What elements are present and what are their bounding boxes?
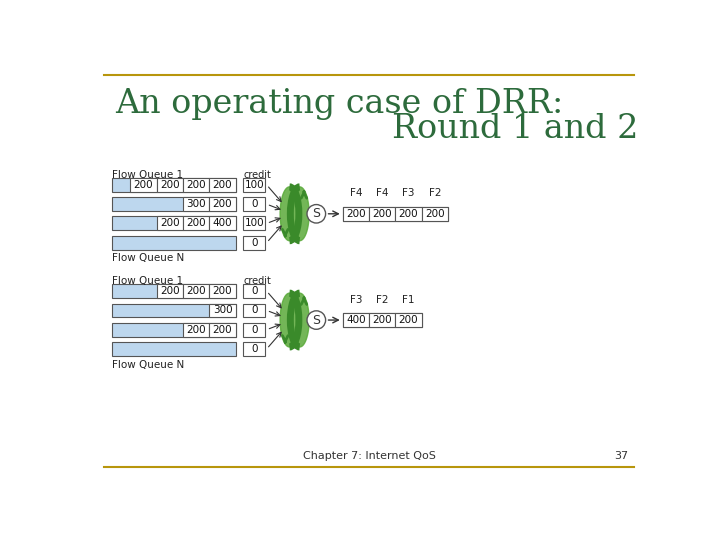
- FancyBboxPatch shape: [183, 284, 210, 298]
- Text: F4: F4: [350, 188, 362, 198]
- FancyBboxPatch shape: [112, 217, 235, 231]
- Text: 200: 200: [134, 180, 153, 190]
- FancyBboxPatch shape: [369, 313, 395, 327]
- Text: An operating case of DRR:: An operating case of DRR:: [114, 88, 563, 120]
- Text: F1: F1: [402, 295, 415, 305]
- Text: 200: 200: [212, 325, 233, 335]
- FancyBboxPatch shape: [112, 342, 235, 356]
- Text: Flow Queue 1: Flow Queue 1: [112, 170, 183, 179]
- FancyBboxPatch shape: [243, 323, 265, 336]
- Text: 400: 400: [212, 218, 233, 228]
- FancyBboxPatch shape: [395, 207, 422, 221]
- FancyBboxPatch shape: [343, 313, 422, 327]
- FancyBboxPatch shape: [112, 284, 235, 298]
- FancyBboxPatch shape: [157, 217, 183, 231]
- Text: 200: 200: [372, 209, 392, 219]
- Text: Flow Queue 1: Flow Queue 1: [112, 276, 183, 286]
- Text: S: S: [312, 207, 320, 220]
- FancyBboxPatch shape: [210, 303, 235, 318]
- Text: 200: 200: [399, 315, 418, 325]
- FancyBboxPatch shape: [112, 178, 235, 192]
- Text: 0: 0: [251, 306, 258, 315]
- FancyBboxPatch shape: [210, 197, 235, 211]
- Text: 200: 200: [160, 286, 179, 296]
- FancyBboxPatch shape: [210, 178, 235, 192]
- FancyBboxPatch shape: [243, 217, 265, 231]
- FancyBboxPatch shape: [395, 313, 422, 327]
- Text: 0: 0: [251, 238, 258, 248]
- FancyBboxPatch shape: [112, 236, 235, 249]
- FancyBboxPatch shape: [243, 342, 265, 356]
- FancyBboxPatch shape: [422, 207, 448, 221]
- FancyBboxPatch shape: [183, 178, 210, 192]
- Text: F3: F3: [350, 295, 362, 305]
- Text: Flow Queue N: Flow Queue N: [112, 253, 184, 264]
- FancyBboxPatch shape: [243, 284, 265, 298]
- Text: 0: 0: [251, 199, 258, 209]
- FancyBboxPatch shape: [243, 197, 265, 211]
- Text: F4: F4: [376, 188, 388, 198]
- FancyBboxPatch shape: [112, 197, 235, 211]
- FancyBboxPatch shape: [243, 178, 265, 192]
- FancyBboxPatch shape: [183, 217, 210, 231]
- Text: 200: 200: [160, 218, 179, 228]
- FancyBboxPatch shape: [183, 323, 210, 336]
- Circle shape: [307, 311, 325, 329]
- FancyBboxPatch shape: [369, 207, 395, 221]
- FancyBboxPatch shape: [343, 313, 369, 327]
- Text: Flow Queue N: Flow Queue N: [112, 360, 184, 370]
- Text: F3: F3: [402, 188, 415, 198]
- Polygon shape: [280, 187, 309, 241]
- FancyBboxPatch shape: [210, 284, 235, 298]
- FancyBboxPatch shape: [183, 197, 210, 211]
- FancyBboxPatch shape: [243, 236, 265, 249]
- Text: Chapter 7: Internet QoS: Chapter 7: Internet QoS: [302, 450, 436, 461]
- Text: 0: 0: [251, 286, 258, 296]
- FancyBboxPatch shape: [112, 303, 235, 318]
- Text: credit: credit: [243, 276, 271, 286]
- FancyBboxPatch shape: [130, 178, 157, 192]
- FancyBboxPatch shape: [343, 207, 369, 221]
- Text: F2: F2: [428, 188, 441, 198]
- Text: 0: 0: [251, 344, 258, 354]
- Text: 200: 200: [186, 286, 206, 296]
- Text: 200: 200: [425, 209, 445, 219]
- Text: 200: 200: [186, 325, 206, 335]
- FancyBboxPatch shape: [210, 217, 235, 231]
- Text: 100: 100: [245, 180, 264, 190]
- Text: Round 1 and 2: Round 1 and 2: [392, 112, 639, 145]
- FancyBboxPatch shape: [243, 303, 265, 318]
- Text: 200: 200: [212, 180, 233, 190]
- FancyBboxPatch shape: [210, 323, 235, 336]
- FancyBboxPatch shape: [112, 323, 235, 336]
- Text: 200: 200: [212, 199, 233, 209]
- Text: 200: 200: [186, 218, 206, 228]
- Text: 100: 100: [245, 218, 264, 228]
- Circle shape: [307, 205, 325, 223]
- Text: 300: 300: [186, 199, 206, 209]
- FancyBboxPatch shape: [157, 284, 183, 298]
- Text: 0: 0: [251, 325, 258, 335]
- Text: 37: 37: [614, 450, 629, 461]
- Text: 400: 400: [346, 315, 366, 325]
- Text: 200: 200: [160, 180, 179, 190]
- Text: S: S: [312, 314, 320, 327]
- FancyBboxPatch shape: [157, 178, 183, 192]
- Text: 300: 300: [212, 306, 233, 315]
- Text: 200: 200: [346, 209, 366, 219]
- Text: 200: 200: [186, 180, 206, 190]
- Text: credit: credit: [243, 170, 271, 179]
- Polygon shape: [280, 293, 309, 347]
- Text: 200: 200: [212, 286, 233, 296]
- Text: F2: F2: [376, 295, 388, 305]
- Text: 200: 200: [399, 209, 418, 219]
- Text: 200: 200: [372, 315, 392, 325]
- FancyBboxPatch shape: [343, 207, 448, 221]
